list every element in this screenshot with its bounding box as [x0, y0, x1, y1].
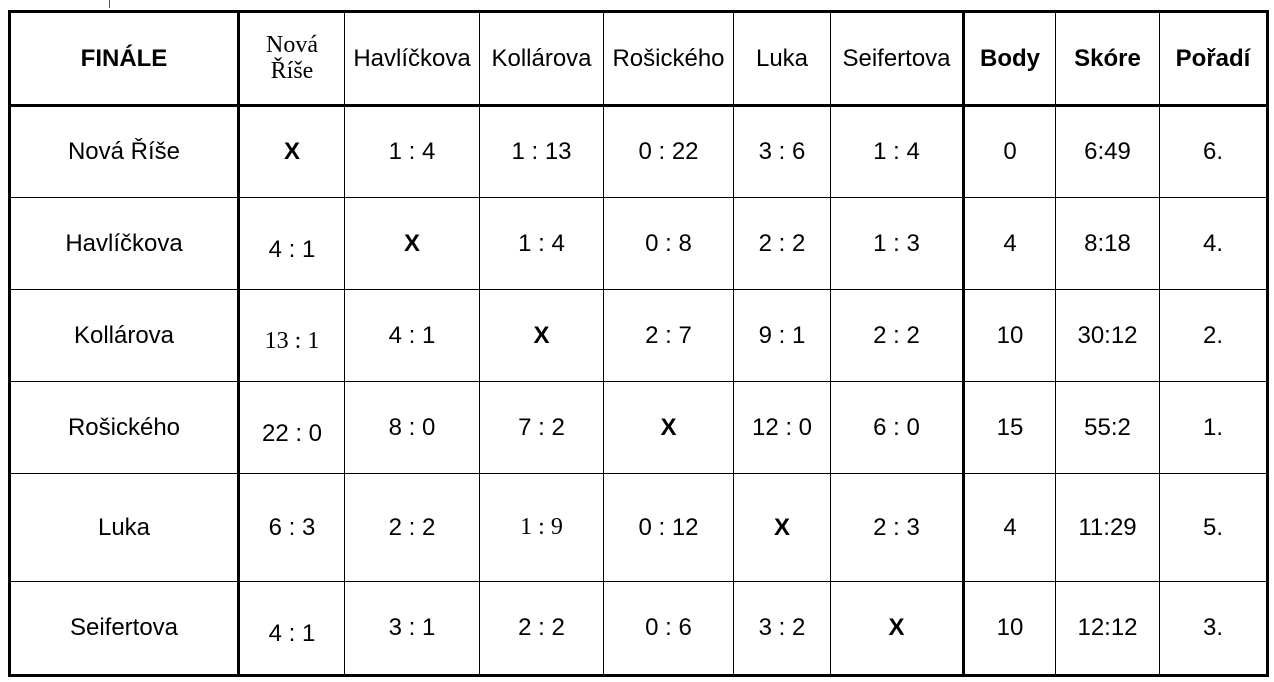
goal-score: 12:12	[1055, 581, 1160, 677]
match-score: 6 : 3	[238, 473, 345, 582]
match-score: 0 : 22	[603, 105, 734, 198]
self-match-mark: X	[238, 105, 345, 198]
match-score: 1 : 3	[830, 197, 965, 290]
match-score: 2 : 3	[830, 473, 965, 582]
team-name: Rošického	[8, 381, 240, 474]
match-score: 3 : 1	[344, 581, 480, 677]
header-cell: Pořadí	[1159, 10, 1269, 107]
match-score: 4 : 1	[238, 197, 345, 290]
match-score: 2 : 2	[344, 473, 480, 582]
finale-results-table: FINÁLE Nová Říše Havlíčkova Kollárova Ro…	[8, 10, 1269, 677]
rank: 5.	[1159, 473, 1269, 582]
match-score: 4 : 1	[344, 289, 480, 382]
self-match-mark: X	[344, 197, 480, 290]
match-score: 2 : 2	[733, 197, 831, 290]
self-match-mark: X	[603, 381, 734, 474]
team-name: Havlíčkova	[8, 197, 240, 290]
rank: 6.	[1159, 105, 1269, 198]
table-row: Luka 6 : 3 2 : 2 1 : 9 0 : 12 X 2 : 3 4 …	[8, 473, 1269, 582]
match-score: 3 : 2	[733, 581, 831, 677]
table-row: Havlíčkova 4 : 1 X 1 : 4 0 : 8 2 : 2 1 :…	[8, 197, 1269, 290]
team-name: Nová Říše	[8, 105, 240, 198]
match-score: 7 : 2	[479, 381, 604, 474]
table-row: Seifertova 4 : 1 3 : 1 2 : 2 0 : 6 3 : 2…	[8, 581, 1269, 677]
goal-score: 8:18	[1055, 197, 1160, 290]
rank: 4.	[1159, 197, 1269, 290]
match-score: 0 : 6	[603, 581, 734, 677]
points: 4	[963, 197, 1056, 290]
match-score: 3 : 6	[733, 105, 831, 198]
points: 0	[963, 105, 1056, 198]
header-row: FINÁLE Nová Říše Havlíčkova Kollárova Ro…	[8, 10, 1269, 107]
match-score: 2 : 7	[603, 289, 734, 382]
points: 15	[963, 381, 1056, 474]
points: 10	[963, 289, 1056, 382]
goal-score: 6:49	[1055, 105, 1160, 198]
points: 4	[963, 473, 1056, 582]
table-row: Rošického 22 : 0 8 : 0 7 : 2 X 12 : 0 6 …	[8, 381, 1269, 474]
team-name: Luka	[8, 473, 240, 582]
match-score: 1 : 9	[479, 473, 604, 582]
table-title: FINÁLE	[8, 10, 240, 107]
match-score: 0 : 12	[603, 473, 734, 582]
header-cell: Luka	[733, 10, 831, 107]
header-cell: Body	[963, 10, 1056, 107]
match-score: 1 : 4	[479, 197, 604, 290]
header-cell: Nová Říše	[238, 10, 345, 107]
match-score: 1 : 4	[830, 105, 965, 198]
table-row: Kollárova 13 : 1 4 : 1 X 2 : 7 9 : 1 2 :…	[8, 289, 1269, 382]
self-match-mark: X	[830, 581, 965, 677]
team-name: Seifertova	[8, 581, 240, 677]
goal-score: 30:12	[1055, 289, 1160, 382]
match-score: 0 : 8	[603, 197, 734, 290]
header-cell: Seifertova	[830, 10, 965, 107]
match-score: 1 : 4	[344, 105, 480, 198]
rank: 2.	[1159, 289, 1269, 382]
header-cell: Havlíčkova	[344, 10, 480, 107]
self-match-mark: X	[479, 289, 604, 382]
match-score: 22 : 0	[238, 381, 345, 474]
header-cell: Rošického	[603, 10, 734, 107]
match-score: 8 : 0	[344, 381, 480, 474]
match-score: 2 : 2	[830, 289, 965, 382]
match-score: 2 : 2	[479, 581, 604, 677]
match-score: 13 : 1	[238, 289, 345, 382]
team-name: Kollárova	[8, 289, 240, 382]
goal-score: 55:2	[1055, 381, 1160, 474]
match-score: 4 : 1	[238, 581, 345, 677]
match-score: 6 : 0	[830, 381, 965, 474]
table-row: Nová Říše X 1 : 4 1 : 13 0 : 22 3 : 6 1 …	[8, 105, 1269, 198]
header-cell: Skóre	[1055, 10, 1160, 107]
rank: 1.	[1159, 381, 1269, 474]
match-score: 12 : 0	[733, 381, 831, 474]
match-score: 9 : 1	[733, 289, 831, 382]
text-cursor-mark	[109, 0, 110, 8]
rank: 3.	[1159, 581, 1269, 677]
goal-score: 11:29	[1055, 473, 1160, 582]
self-match-mark: X	[733, 473, 831, 582]
header-cell: Kollárova	[479, 10, 604, 107]
header-label: Nová Říše	[266, 32, 318, 84]
match-score: 1 : 13	[479, 105, 604, 198]
points: 10	[963, 581, 1056, 677]
